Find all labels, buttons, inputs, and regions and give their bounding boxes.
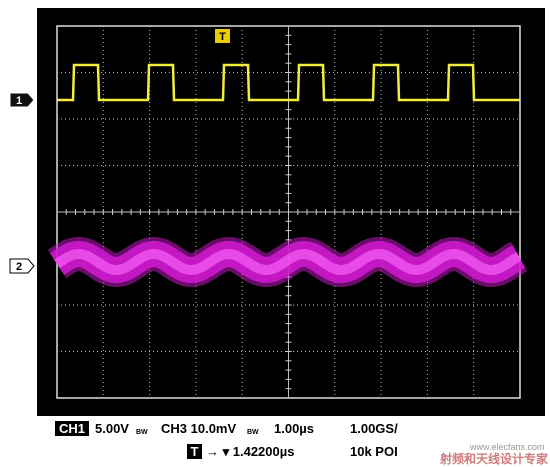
trigger-badge (187, 444, 202, 459)
watermark-slogan: 射频和天线设计专家 (439, 451, 549, 466)
channel-2-label: 2 (16, 261, 22, 273)
ch3-bandwidth: BW (247, 429, 259, 436)
watermark-site: www.elecfans.com (469, 442, 545, 452)
ch1-bandwidth: BW (136, 429, 148, 436)
channel-2-marker (9, 258, 35, 274)
trigger-position: → ▾ 1.42200µs (206, 444, 294, 459)
ch1-badge (55, 421, 89, 436)
trigger-marker (215, 29, 230, 43)
ch3-scale: CH3 10.0mV (161, 421, 236, 436)
sample-rate: 1.00GS/ (350, 421, 398, 436)
channel-1-marker (9, 92, 35, 108)
ch1-badge-label: CH1 (59, 421, 85, 436)
channel-2-trace (54, 248, 522, 276)
timebase: 1.00µs (274, 421, 314, 436)
graticule (56, 25, 521, 399)
trigger-badge-label: T (191, 444, 199, 459)
channel-1-trace (57, 63, 520, 102)
channel-1-label: 1 (16, 95, 22, 107)
trigger-marker-label: T (219, 31, 226, 43)
ch1-scale: 5.00V (95, 421, 129, 436)
record-length: 10k POI (350, 444, 398, 459)
waveforms (47, 63, 528, 288)
